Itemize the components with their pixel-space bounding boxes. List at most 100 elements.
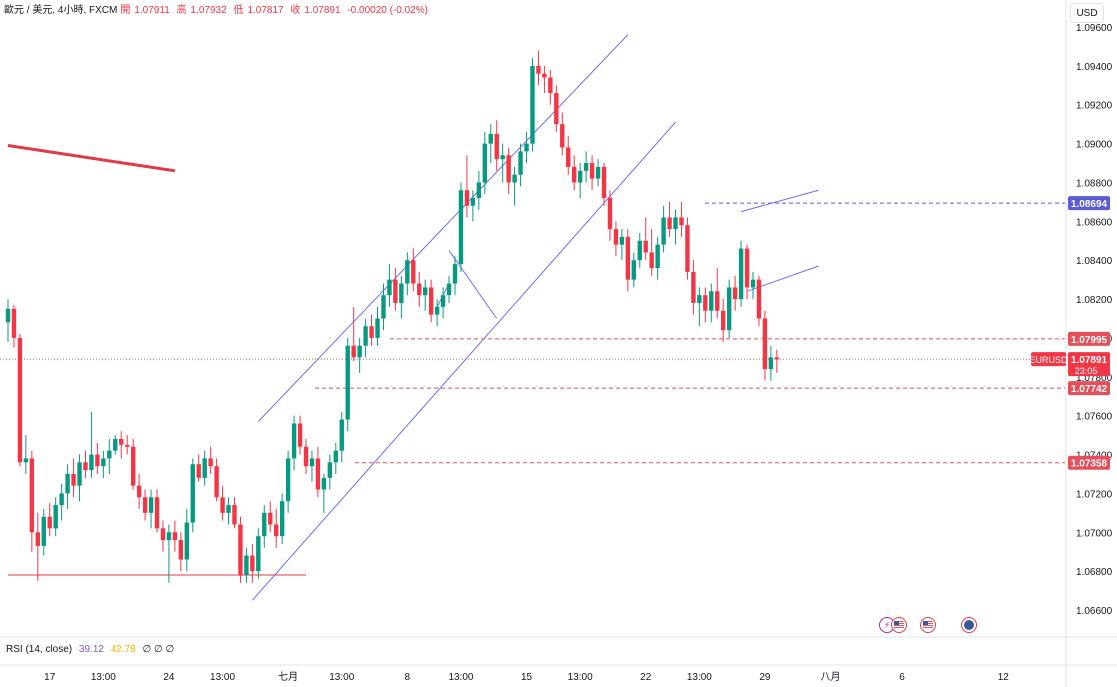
- candle-body: [488, 133, 493, 144]
- candle-body: [327, 462, 333, 478]
- candle-body: [387, 279, 392, 296]
- high-value: 1.07932: [190, 5, 227, 16]
- x-tick-label: 13:00: [329, 672, 354, 683]
- y-tick-label: 1.09000: [1076, 140, 1113, 151]
- x-tick-label: 24: [163, 672, 175, 683]
- candle-body: [613, 229, 619, 245]
- candle-body: [464, 190, 470, 206]
- candle-body: [142, 497, 148, 513]
- candle-body: [560, 124, 565, 148]
- price-level-label: 1.07995: [1071, 335, 1108, 346]
- candle-body: [333, 450, 338, 463]
- candle-body: [583, 163, 589, 171]
- candle-body: [339, 419, 344, 451]
- candle-body: [774, 357, 780, 360]
- x-tick-label: 6: [899, 672, 905, 683]
- open-value: 1.07911: [134, 5, 170, 16]
- candle-body: [399, 283, 404, 303]
- y-tick-label: 1.07000: [1076, 528, 1113, 539]
- candle-body: [589, 163, 595, 179]
- globe-icon[interactable]: [961, 617, 977, 633]
- y-tick-label: 1.08200: [1076, 295, 1113, 306]
- candle-body: [119, 438, 124, 445]
- candle-body: [655, 244, 660, 268]
- candle-body: [500, 155, 505, 160]
- candle-body: [542, 73, 547, 78]
- candle-body: [250, 555, 255, 572]
- candle-body: [113, 438, 118, 451]
- candle-body: [667, 217, 672, 230]
- trend-line: [448, 250, 498, 319]
- y-tick-label: 1.09400: [1076, 62, 1113, 73]
- candle-body: [721, 310, 726, 331]
- candle-body: [476, 182, 482, 199]
- candle-body: [83, 462, 88, 471]
- ohlc-values: 開 1.07911 高 1.07932 低 1.07817 收 1.07891 -0.0…: [120, 4, 432, 18]
- current-price-tag-bg: [1068, 352, 1110, 377]
- candle-body: [375, 318, 380, 338]
- candle-body: [71, 473, 76, 486]
- candle-body: [697, 295, 702, 303]
- candle-body: [673, 217, 678, 230]
- channel-line: [257, 34, 629, 422]
- y-tick-label: 1.07200: [1076, 489, 1113, 500]
- current-price-label: 1.07891: [1071, 355, 1108, 366]
- candle-body: [29, 458, 35, 533]
- symbol-legend: 歐元 / 美元, 4小時, FXCM 開 1.07911 高 1.07932 低 1.…: [4, 4, 432, 18]
- low-label: 低: [233, 5, 244, 16]
- y-tick-label: 1.06600: [1076, 606, 1113, 617]
- x-tick-label: 13:00: [687, 672, 712, 683]
- candle-body: [53, 505, 58, 529]
- candle-body: [107, 450, 112, 459]
- candle-body: [47, 516, 52, 529]
- candle-body: [566, 147, 571, 167]
- candle-body: [661, 217, 666, 245]
- candle-body: [554, 93, 559, 125]
- x-tick-label: 七月: [278, 671, 298, 683]
- candle-body: [428, 287, 434, 315]
- change-value: -0.00020 (-0.02%): [347, 5, 428, 16]
- candle-body: [506, 155, 511, 183]
- candle-body: [321, 477, 327, 490]
- candle-body: [214, 466, 219, 498]
- x-tick-label: 13:00: [568, 672, 593, 683]
- currency-button[interactable]: USD: [1070, 3, 1104, 23]
- candle-body: [643, 240, 648, 253]
- rsi-value-3: ∅ ∅ ∅: [142, 644, 175, 655]
- rsi-label: RSI (14, close): [6, 644, 73, 655]
- candle-body: [190, 464, 195, 523]
- rsi-value-2: 42.78: [110, 644, 136, 655]
- candle-body: [154, 497, 160, 529]
- candle-body: [601, 166, 607, 199]
- y-tick-label: 1.07600: [1076, 412, 1113, 423]
- candle-body: [494, 133, 499, 160]
- price-level-label-bg: [1068, 331, 1110, 346]
- rsi-legend[interactable]: RSI (14, close) 39.12 42.78 ∅ ∅ ∅: [6, 644, 174, 655]
- candle-body: [226, 505, 231, 513]
- candle-body: [536, 65, 541, 74]
- candle-body: [756, 279, 762, 319]
- candle-body: [89, 454, 94, 471]
- y-tick-label: 1.08600: [1076, 217, 1113, 228]
- candle-body: [548, 77, 553, 94]
- candle-body: [703, 295, 708, 311]
- us-flag-icon[interactable]: [891, 617, 907, 633]
- candle-body: [279, 501, 285, 537]
- y-tick-label: 1.06800: [1076, 567, 1113, 578]
- candle-body: [631, 260, 636, 280]
- x-tick-label: 12: [998, 672, 1010, 683]
- low-value: 1.07817: [247, 5, 284, 16]
- price-level-label-bg: [1068, 381, 1110, 396]
- x-tick-label: 8: [405, 672, 411, 683]
- us-flag-icon[interactable]: [920, 617, 936, 633]
- candle-body: [5, 308, 11, 323]
- candle-body: [750, 279, 756, 288]
- candle-body: [452, 264, 458, 284]
- candle-body: [11, 308, 17, 338]
- x-tick-label: 八月: [820, 671, 840, 683]
- candle-body: [220, 497, 225, 513]
- price-level-label-bg: [1068, 196, 1110, 211]
- price-level-label: 1.07358: [1071, 459, 1108, 470]
- candle-body: [77, 462, 82, 486]
